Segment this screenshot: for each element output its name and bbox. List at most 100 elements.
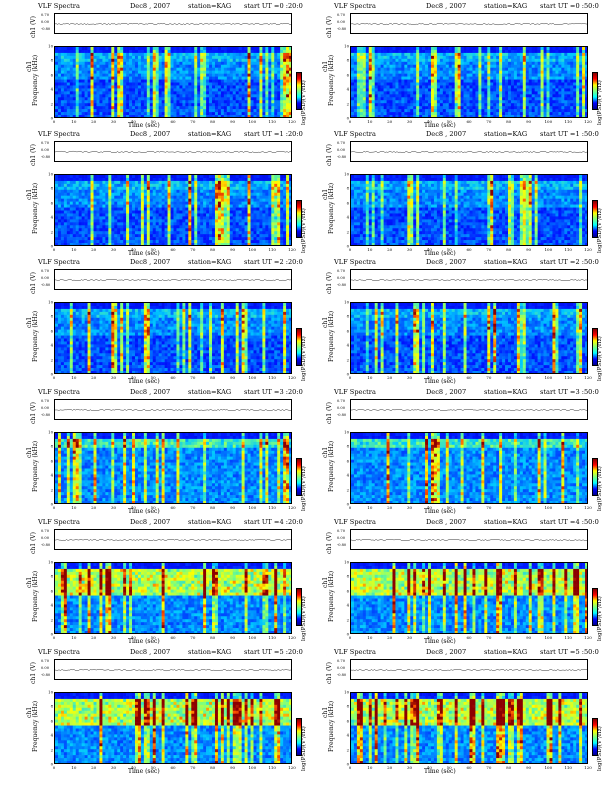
spectrogram-cell (223, 64, 228, 69)
spectrogram-cell (161, 106, 165, 110)
spectrogram-cell (531, 47, 535, 51)
spectrogram-cell (185, 47, 189, 51)
spectrogram-cell (105, 109, 109, 113)
spectrogram-cell (185, 91, 189, 95)
spectrogram-cell (259, 47, 263, 51)
spectrogram-cell (146, 210, 151, 214)
spectrogram-cell (277, 52, 281, 57)
spectrogram-cell (146, 204, 151, 208)
spectrogram-cell (93, 70, 97, 74)
spectrogram-cell (232, 192, 237, 197)
spectrogram-cell (283, 180, 287, 185)
spectrogram-cell (398, 103, 402, 107)
spectrogram-cell (383, 67, 387, 71)
spectrogram-cell (132, 192, 136, 197)
spectrogram-cell (232, 61, 237, 66)
spectrogram-cell (182, 106, 186, 110)
spectrogram-cell (487, 106, 491, 110)
spectrogram-cell (197, 70, 201, 74)
spectrogram-cell (422, 58, 426, 63)
spectrogram-cell (410, 67, 414, 71)
spectrogram-cell (472, 94, 476, 98)
spectrogram-cell (161, 198, 165, 202)
spectrogram-cell (158, 85, 162, 89)
ch1-waveform-plot (54, 13, 292, 34)
spectrogram-cell (510, 88, 515, 92)
spectrogram-cell (170, 79, 174, 83)
spectrogram-cell (567, 112, 571, 116)
spectrogram-cell (102, 213, 106, 217)
spectrogram-cell (137, 76, 142, 80)
spectrogram-cell (226, 47, 231, 51)
spectrogram-cell (472, 112, 476, 116)
spectrogram-cell (102, 49, 106, 54)
spectrogram-cell (81, 97, 85, 101)
spectrogram-cell (111, 73, 115, 77)
spectrogram-cell (582, 73, 586, 77)
spectrogram-cell (490, 52, 494, 57)
spectrogram-cell (81, 85, 85, 89)
spectrogram-cell (149, 61, 154, 66)
spectrogram-cell (161, 195, 165, 199)
spectrogram-cell (63, 91, 68, 95)
spectrogram-cell (433, 103, 438, 107)
spectrogram-cell (134, 55, 139, 60)
spectrogram-cell (585, 49, 587, 54)
spectrogram-cell (170, 106, 174, 110)
spectrogram-cell (289, 73, 291, 77)
spectrogram-cell (407, 100, 411, 104)
spectrogram-cell (179, 70, 183, 74)
spectrogram-cell (466, 76, 470, 80)
spectrogram-cell (182, 79, 186, 83)
spectrogram-cell (277, 109, 281, 113)
spectrogram-cell (469, 82, 473, 86)
spectrogram-cell (72, 73, 77, 77)
spectrogram-cell (582, 70, 586, 74)
spectrogram-cell (90, 210, 94, 214)
spectrogram-cell (212, 52, 216, 57)
spectrogram-cell (528, 106, 533, 110)
spectrogram-cell (469, 73, 473, 77)
spectrogram-cell (262, 115, 266, 117)
spectrogram-cell (256, 73, 260, 77)
spectrogram-cell (241, 67, 245, 71)
spectrogram-cell (72, 91, 77, 95)
spectrogram-cell (134, 189, 139, 194)
spectrogram-cell (173, 100, 177, 104)
spectrogram-cell (57, 79, 62, 83)
spectrogram-cell (484, 115, 488, 117)
spectrogram-cell (238, 183, 242, 188)
spectrogram-cell (481, 58, 485, 63)
spectrogram-cell (132, 103, 136, 107)
spectrogram-cell (247, 64, 251, 69)
spectrogram-cell (117, 177, 121, 182)
spectrogram-cell (582, 97, 586, 101)
spectrogram-cell (134, 100, 139, 104)
spectrogram-cell (386, 79, 390, 83)
spectrogram-cell (457, 49, 461, 54)
spectrogram-cell (448, 97, 453, 101)
spectrogram-cell (493, 70, 497, 74)
spectrogram-cell (149, 109, 154, 113)
spectrogram-cell (75, 64, 79, 69)
spectrogram-cell (229, 58, 234, 63)
spectrogram-cell (217, 88, 222, 92)
spectrogram-cell (137, 177, 142, 182)
spectrogram-cell (445, 88, 450, 92)
spectrogram-cell (140, 192, 145, 197)
spectrogram-cell (143, 201, 148, 205)
spectrogram-cell (123, 195, 127, 199)
spectrogram-cell (585, 115, 587, 117)
spectrogram-cell (289, 85, 291, 89)
spectrogram-cell (99, 82, 103, 86)
spectrogram-cell (280, 112, 284, 116)
spectrogram-cell (214, 100, 219, 104)
spectrogram-cell (525, 70, 530, 74)
spectrogram-cell (203, 204, 207, 208)
spectrogram-cell (170, 100, 174, 104)
spectrogram-cell (247, 52, 251, 57)
spectrogram-cell (87, 115, 91, 117)
spectrogram-cell (274, 88, 278, 92)
spectrogram-cell (155, 195, 159, 199)
spectrogram-cell (558, 64, 562, 69)
